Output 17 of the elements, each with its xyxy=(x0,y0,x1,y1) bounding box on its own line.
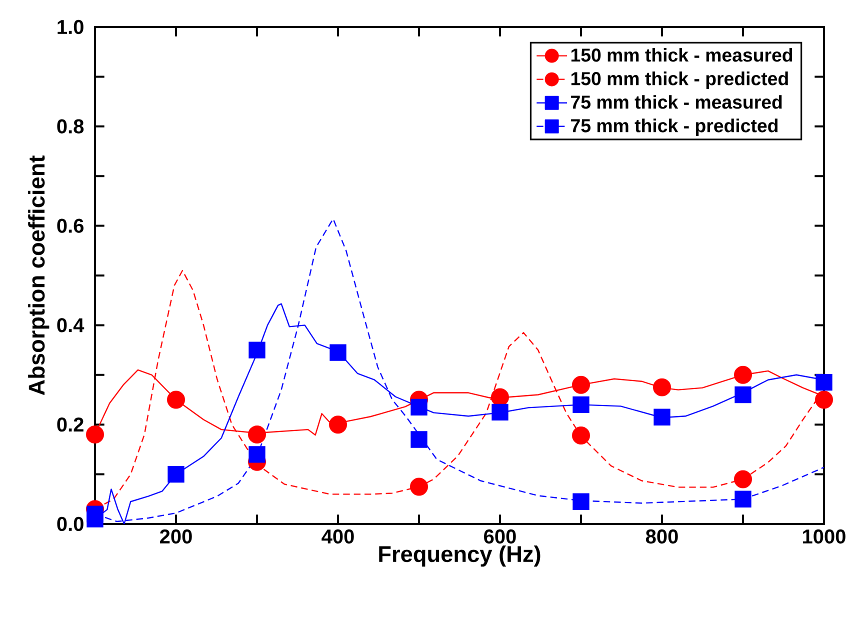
y-tick-label: 1.0 xyxy=(58,20,84,34)
legend-label: 75 mm thick - measured xyxy=(571,95,782,109)
x-tick-label: 400 xyxy=(322,529,354,544)
legend-label: 75 mm thick - predicted xyxy=(571,118,778,136)
y-tick-label: 0.8 xyxy=(57,119,84,134)
x-tick-label: 1000 xyxy=(803,529,846,544)
x-tick-label: 800 xyxy=(646,529,678,544)
x-tick-label: 600 xyxy=(484,529,516,544)
y-tick-label: 0.0 xyxy=(57,516,84,532)
x-tick-label: 200 xyxy=(160,529,192,544)
y-tick-label: 0.4 xyxy=(57,318,84,332)
legend-label: 150 mm thick - measured xyxy=(571,48,792,62)
y-tick-label: 0.6 xyxy=(57,218,84,233)
x-axis-title: Frequency (Hz) xyxy=(379,545,540,567)
legend-label: 150 mm thick - predicted xyxy=(571,72,788,89)
y-axis-title: Absorption coefficient xyxy=(28,156,50,396)
y-tick-label: 0.2 xyxy=(57,418,84,432)
